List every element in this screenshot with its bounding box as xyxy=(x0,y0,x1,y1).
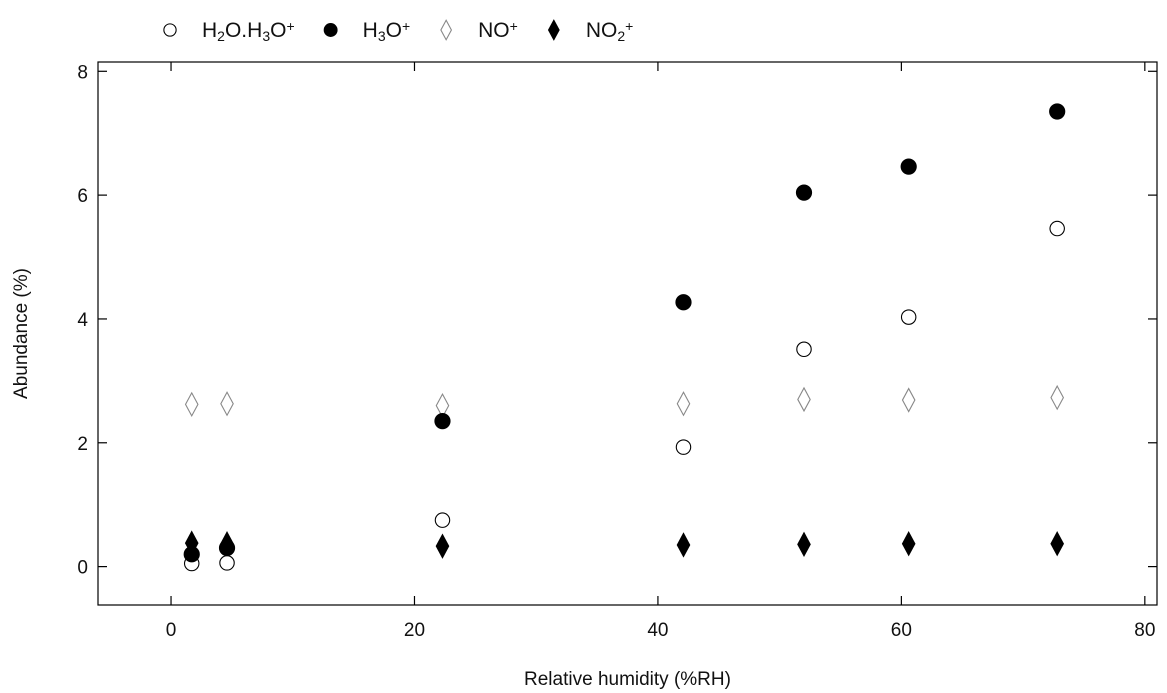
x-tick-label: 60 xyxy=(891,620,912,641)
data-point xyxy=(218,539,236,557)
y-tick-label: 6 xyxy=(77,186,88,207)
x-tick-label: 40 xyxy=(647,620,668,641)
data-point xyxy=(1049,220,1065,237)
data-point xyxy=(676,532,691,558)
data-point xyxy=(1049,103,1066,120)
data-point xyxy=(183,546,200,563)
data-point xyxy=(1050,384,1065,411)
x-tick-label: 0 xyxy=(166,620,177,641)
data-point xyxy=(675,294,692,311)
data-point xyxy=(434,512,451,528)
data-point xyxy=(675,439,692,455)
plot-frame xyxy=(97,61,1158,606)
data-point xyxy=(900,309,917,325)
data-point xyxy=(900,158,917,175)
legend-marker xyxy=(440,19,453,41)
y-tick-label: 2 xyxy=(77,434,88,455)
data-point xyxy=(901,387,916,413)
data-point xyxy=(795,184,813,201)
data-point xyxy=(219,555,235,571)
legend: H2O.H3O+ H3O+ NO+ NO2+ xyxy=(163,18,633,44)
data-point xyxy=(797,386,811,413)
x-axis-title: Relative humidity (%RH) xyxy=(524,669,731,690)
data-points xyxy=(183,103,1066,572)
legend-marker xyxy=(163,23,177,37)
data-point xyxy=(220,391,234,417)
y-tick-label: 8 xyxy=(77,62,88,83)
axis-ticks xyxy=(98,62,1157,605)
data-point xyxy=(1050,531,1065,557)
legend-label: NO+ xyxy=(478,18,518,42)
y-tick-label: 0 xyxy=(77,558,88,579)
legend-marker xyxy=(547,19,560,41)
y-axis-title: Abundance (%) xyxy=(11,268,32,399)
data-point xyxy=(184,391,199,418)
legend-label: NO2+ xyxy=(586,18,633,44)
legend-marker xyxy=(323,23,338,37)
legend-label: H3O+ xyxy=(363,18,411,44)
data-point xyxy=(796,341,812,358)
legend-label: H2O.H3O+ xyxy=(202,18,295,44)
y-tick-label: 4 xyxy=(77,310,88,331)
data-point xyxy=(676,391,691,417)
data-point xyxy=(435,533,450,559)
tick-labels: 0 20 40 60 80 0 2 4 6 8 xyxy=(77,62,1155,641)
x-tick-label: 20 xyxy=(404,620,425,641)
data-point xyxy=(901,531,916,557)
data-point xyxy=(797,531,811,557)
x-tick-label: 80 xyxy=(1134,620,1155,641)
data-point xyxy=(434,413,451,430)
